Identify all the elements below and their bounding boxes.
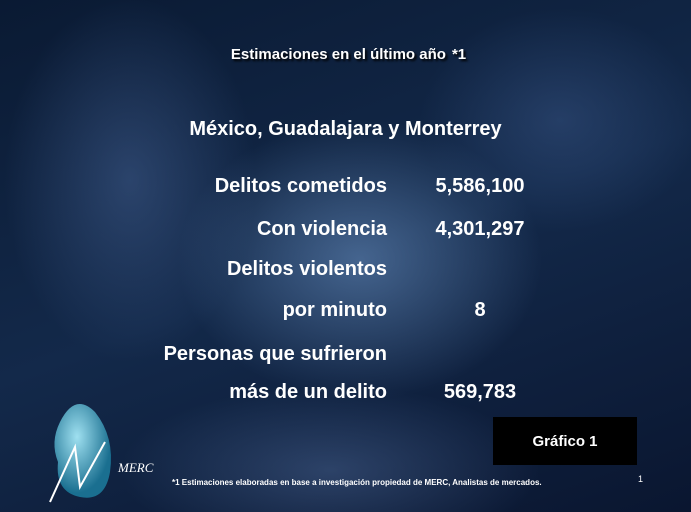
row-label: Con violencia bbox=[256, 218, 387, 240]
footnote: *1 Estimaciones elaboradas en base a inv… bbox=[172, 478, 542, 487]
row-value: 5,586,100 bbox=[435, 175, 525, 197]
row-value: 8 bbox=[474, 299, 486, 321]
page-number: 1 bbox=[638, 474, 644, 484]
subtitle: México, Guadalajara y Monterrey bbox=[189, 118, 502, 140]
footnote-mark: *1 bbox=[172, 478, 180, 487]
row-value: 569,783 bbox=[443, 381, 517, 403]
row-label: por minuto bbox=[282, 299, 387, 321]
row-label: Delitos cometidos bbox=[214, 175, 387, 197]
logo-shape bbox=[49, 404, 111, 503]
row-label: Delitos violentos bbox=[226, 258, 387, 280]
footnote-text: Estimaciones elaboradas en base a invest… bbox=[181, 478, 542, 487]
title-text: Estimaciones en el último año bbox=[230, 46, 446, 63]
row-label: más de un delito bbox=[229, 381, 387, 403]
title-note: *1 bbox=[451, 46, 467, 63]
row-label: Personas que sufrieron bbox=[163, 343, 387, 365]
row-value: 4,301,297 bbox=[435, 218, 525, 240]
logo-text: MERC bbox=[118, 460, 154, 475]
title: Estimaciones en el último año *1 bbox=[0, 36, 691, 78]
chart-button[interactable]: Gráfico 1 bbox=[493, 417, 637, 465]
